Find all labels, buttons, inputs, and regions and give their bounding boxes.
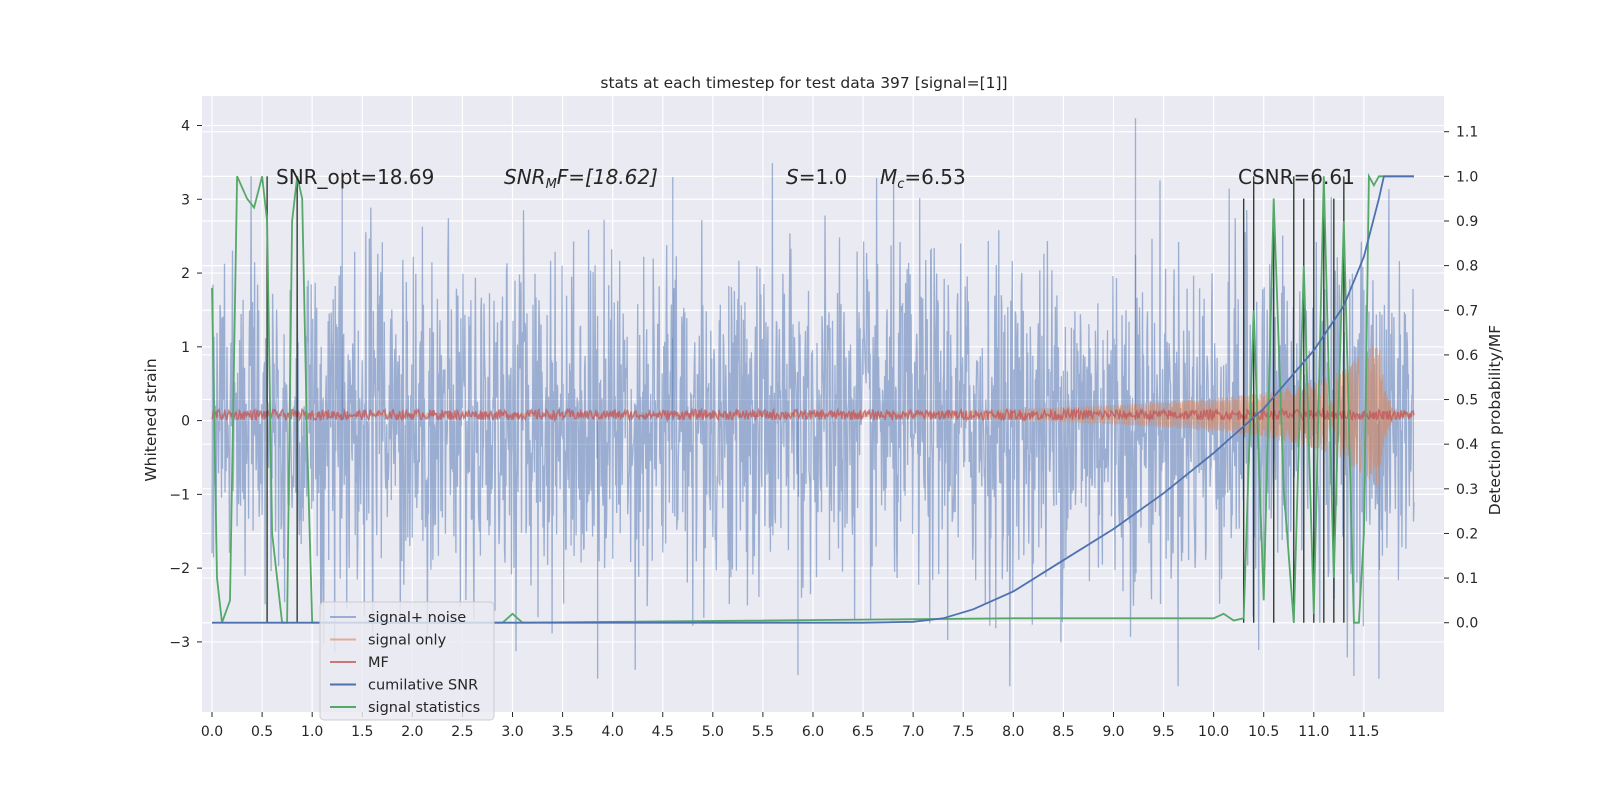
series-signal-only <box>211 345 1415 487</box>
annotation-mc-sym: M <box>880 165 897 189</box>
y2-tick-label: 0.3 <box>1456 482 1478 498</box>
annotation-mc-val: =6.53 <box>904 165 965 189</box>
annotation-snr-mf: SNRMF=[18.62] <box>504 165 658 192</box>
series-signal-noise <box>211 163 1415 687</box>
x-tick-label: 9.5 <box>1152 724 1174 740</box>
y2-tick-label: 0.8 <box>1456 259 1478 275</box>
x-tick-label: 9.0 <box>1102 724 1124 740</box>
y-tick-label: 2 <box>181 266 190 282</box>
annotation-snr-mf-sub: M <box>546 177 557 192</box>
x-tick-label: 11.5 <box>1348 724 1379 740</box>
y2-tick-label: 1.1 <box>1456 125 1478 141</box>
annotation-csnr: CSNR=6.61 <box>1238 165 1355 189</box>
y2-tick-label: 0.0 <box>1456 616 1478 632</box>
x-tick-label: 10.5 <box>1248 724 1279 740</box>
x-tick-label: 8.5 <box>1052 724 1074 740</box>
y-tick-label: 3 <box>181 192 190 208</box>
y2-tick-label: 0.1 <box>1456 571 1478 587</box>
y2-tick-label: 1.0 <box>1456 169 1478 185</box>
x-tick-label: 11.0 <box>1298 724 1329 740</box>
legend-label: signal statistics <box>368 700 480 716</box>
x-tick-label: 4.5 <box>652 724 674 740</box>
legend-label: signal+ noise <box>368 610 466 626</box>
y2-axis-label: Detection probability/MF <box>1486 325 1504 516</box>
x-tick-label: 2.5 <box>451 724 473 740</box>
x-tick-label: 1.0 <box>301 724 323 740</box>
annotation-s-sym: S <box>786 165 799 189</box>
y-tick-label: −3 <box>169 635 190 651</box>
legend-label: cumilative SNR <box>368 678 478 694</box>
x-tick-label: 2.0 <box>401 724 423 740</box>
annotation-snr-mf-rest: F=[18.62] <box>557 165 658 189</box>
series-cumulative-snr <box>212 175 1414 624</box>
legend-box <box>319 601 495 721</box>
y-tick-label: 4 <box>181 119 190 135</box>
y2-tick-label: 0.6 <box>1456 348 1478 364</box>
x-tick-label: 7.5 <box>952 724 974 740</box>
x-tick-label: 5.5 <box>752 724 774 740</box>
annotation-snr-mf-base: SNR <box>504 165 546 189</box>
annotation-mc: Mc=6.53 <box>880 165 966 192</box>
annotation-s-val: =1.0 <box>799 165 848 189</box>
x-tick-label: 0.0 <box>201 724 223 740</box>
x-tick-label: 1.5 <box>351 724 373 740</box>
x-tick-label: 6.5 <box>852 724 874 740</box>
legend-label: MF <box>368 655 389 671</box>
x-tick-label: 10.0 <box>1198 724 1229 740</box>
y-tick-label: 1 <box>181 340 190 356</box>
x-tick-label: 3.0 <box>501 724 523 740</box>
annotation-snr-opt: SNR_opt=18.69 <box>276 165 434 189</box>
y2-tick-label: 0.9 <box>1456 214 1478 230</box>
x-tick-label: 6.0 <box>802 724 824 740</box>
y-tick-label: 0 <box>181 414 190 430</box>
y2-tick-label: 0.2 <box>1456 526 1478 542</box>
y-tick-label: −2 <box>169 561 190 577</box>
y2-tick-label: 0.5 <box>1456 393 1478 409</box>
x-tick-label: 7.0 <box>902 724 924 740</box>
series-mf <box>211 406 1415 423</box>
legend-label: signal only <box>368 633 447 649</box>
y-axis-label: Whitened strain <box>142 358 160 481</box>
x-tick-label: 3.5 <box>551 724 573 740</box>
y2-tick-label: 0.7 <box>1456 303 1478 319</box>
x-tick-label: 4.0 <box>602 724 624 740</box>
x-tick-label: 0.5 <box>251 724 273 740</box>
x-tick-label: 8.0 <box>1002 724 1024 740</box>
annotation-mc-sub: c <box>897 177 904 192</box>
y-tick-label: −1 <box>169 487 190 503</box>
chart-title: stats at each timestep for test data 397… <box>600 74 1007 92</box>
annotation-s: S=1.0 <box>786 165 847 189</box>
x-tick-label: 5.0 <box>702 724 724 740</box>
y2-tick-label: 0.4 <box>1456 437 1478 453</box>
series-signal-statistics <box>211 172 1414 624</box>
